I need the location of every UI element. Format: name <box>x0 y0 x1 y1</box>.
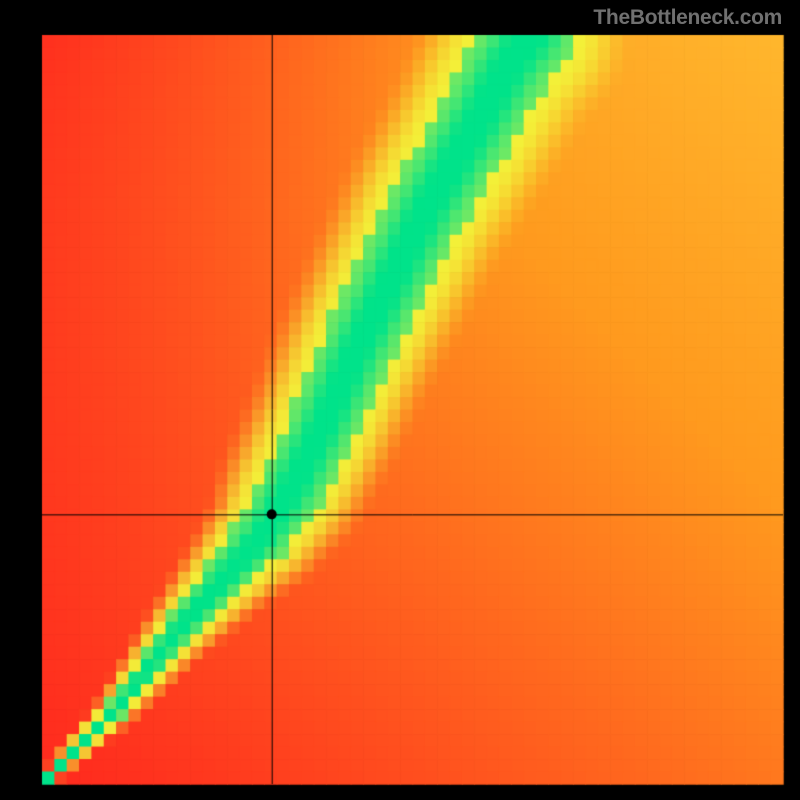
watermark-label: TheBottleneck.com <box>593 6 782 30</box>
chart-container: TheBottleneck.com <box>0 0 800 800</box>
heatmap-canvas <box>0 0 800 800</box>
